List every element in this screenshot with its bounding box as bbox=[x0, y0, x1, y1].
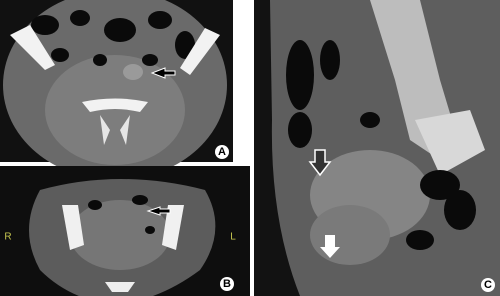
panel-c: C bbox=[254, 0, 500, 296]
side-marker: R bbox=[4, 232, 11, 243]
panel-label: C bbox=[484, 279, 492, 291]
side-marker: L bbox=[230, 232, 236, 243]
panel-label: B bbox=[223, 278, 231, 290]
panel-b: R L B bbox=[0, 166, 250, 296]
panel-label: A bbox=[218, 146, 226, 158]
panel-a: A bbox=[0, 0, 233, 180]
